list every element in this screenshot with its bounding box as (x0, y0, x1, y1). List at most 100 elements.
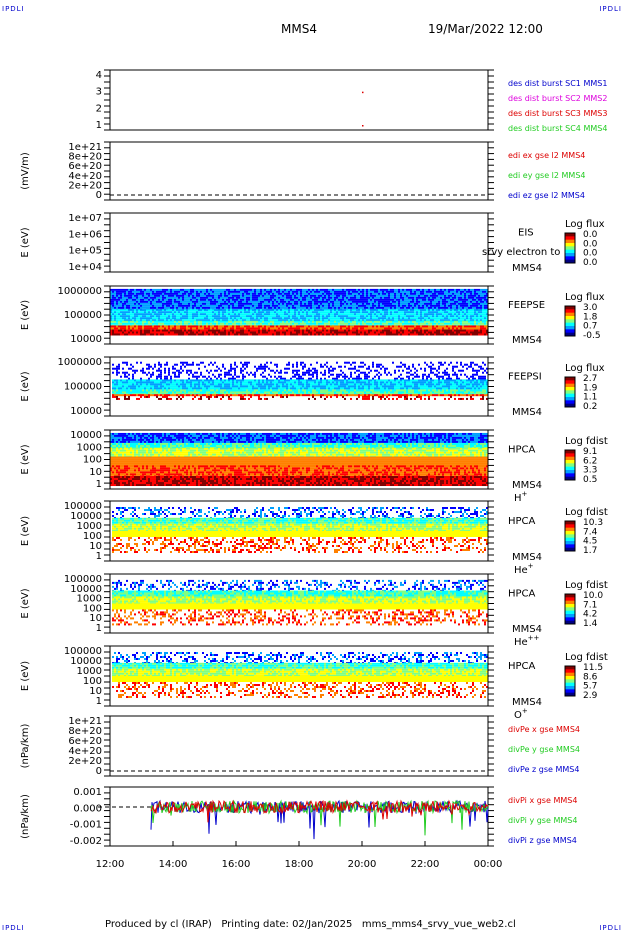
spectrogram-pixel (156, 327, 158, 329)
spectrogram-pixel (160, 293, 162, 295)
spectrogram-pixel (148, 303, 150, 305)
spectrogram-pixel (156, 311, 158, 313)
spectrogram-pixel (138, 309, 140, 311)
spectrogram-pixel (144, 289, 146, 291)
spectrogram-pixel (140, 303, 142, 305)
spectrogram-pixel (160, 297, 162, 299)
spectrogram-pixel (154, 305, 156, 307)
spectrogram-pixel (172, 334, 174, 336)
spectrogram-pixel (122, 321, 124, 323)
panel-frame (110, 213, 488, 272)
spectrogram-pixel (154, 315, 156, 317)
spectrogram-pixel (158, 313, 160, 315)
spectrogram-pixel (118, 334, 120, 336)
y-axis-label: (mV/m) (20, 152, 31, 190)
spectrogram-pixel (184, 293, 186, 295)
spectrogram-pixel (156, 299, 158, 301)
spectrogram-pixel (172, 330, 174, 332)
spectrogram-pixel (174, 334, 176, 336)
spectrogram-pixel (136, 301, 138, 303)
spectrogram-pixel (182, 315, 184, 317)
spectrogram-pixel (124, 315, 126, 317)
spectrogram-pixel (142, 307, 144, 309)
spectrogram-pixel (114, 295, 116, 297)
spectrogram-pixel (112, 299, 114, 301)
spectrogram-pixel (154, 299, 156, 301)
spectrogram-pixel (166, 305, 168, 307)
spectrogram-pixel (180, 299, 182, 301)
spectrogram-pixel (124, 289, 126, 291)
spectrogram-pixel (128, 321, 130, 323)
spectrogram-pixel (166, 289, 168, 291)
spectrogram-pixel (122, 295, 124, 297)
spectrogram-pixel (120, 317, 122, 319)
spectrogram-pixel (154, 309, 156, 311)
spectrogram-pixel (148, 327, 150, 329)
spectrogram-pixel (154, 330, 156, 332)
spectrogram-pixel (174, 299, 176, 301)
spectrogram-pixel (116, 297, 118, 299)
spectrogram-pixel (166, 330, 168, 332)
spectrogram-pixel (164, 325, 166, 327)
spectrogram-pixel (146, 307, 148, 309)
spectrogram-pixel (172, 293, 174, 295)
spectrogram-pixel (130, 291, 132, 293)
spectrogram-pixel (162, 313, 164, 315)
spectrogram-pixel (182, 295, 184, 297)
spectrogram-pixel (146, 291, 148, 293)
spectrogram-pixel (142, 311, 144, 313)
spectrogram-pixel (114, 309, 116, 311)
spectrogram-pixel (176, 330, 178, 332)
spectrogram-pixel (180, 309, 182, 311)
spectrogram-pixel (132, 327, 134, 329)
data-point (362, 92, 364, 94)
spectrogram-pixel (156, 297, 158, 299)
spectrogram-pixel (158, 325, 160, 327)
spectrogram-pixel (136, 323, 138, 325)
spectrogram-pixel (132, 323, 134, 325)
legend-entry: des dist burst SC3 MMS3 (508, 109, 607, 118)
spectrogram-pixel (168, 317, 170, 319)
spectrogram-pixel (134, 311, 136, 313)
spectrogram-pixel (132, 311, 134, 313)
spectrogram-pixel (112, 301, 114, 303)
spectrogram-pixel (164, 311, 166, 313)
spectrogram-pixel (146, 297, 148, 299)
spectrogram-pixel (172, 291, 174, 293)
spectrogram-pixel (128, 323, 130, 325)
spectrogram-pixel (140, 295, 142, 297)
spectrogram-pixel (156, 307, 158, 309)
colorbar-segment (565, 233, 575, 237)
spectrogram-pixel (170, 291, 172, 293)
spectrogram-pixel (152, 309, 154, 311)
spectrogram-pixel (162, 307, 164, 309)
spectrogram-pixel (136, 327, 138, 329)
spectrogram-pixel (176, 313, 178, 315)
spectrogram-pixel (182, 317, 184, 319)
spectrogram-pixel (166, 315, 168, 317)
spectrogram-pixel (114, 332, 116, 334)
spectrogram-pixel (114, 334, 116, 336)
spectrogram-pixel (124, 309, 126, 311)
spectrogram-pixel (166, 332, 168, 334)
spectrogram-pixel (180, 317, 182, 319)
spectrogram-pixel (162, 325, 164, 327)
spectrogram-pixel (136, 299, 138, 301)
spectrogram-pixel (148, 325, 150, 327)
spectrogram-pixel (140, 325, 142, 327)
spectrogram-pixel (158, 315, 160, 317)
spectrogram-pixel (170, 293, 172, 295)
spectrogram-pixel (154, 311, 156, 313)
spectrogram-pixel (142, 323, 144, 325)
spectrogram-pixel (162, 327, 164, 329)
spectrogram-pixel (160, 291, 162, 293)
spectrogram-pixel (132, 334, 134, 336)
spectrogram-pixel (138, 313, 140, 315)
spectrogram-pixel (118, 291, 120, 293)
spectrogram-pixel (144, 323, 146, 325)
spectrogram-pixel (182, 330, 184, 332)
spectrogram-pixel (164, 323, 166, 325)
spectrogram-pixel (164, 321, 166, 323)
spectrogram-pixel (146, 309, 148, 311)
spectrogram-pixel (158, 289, 160, 291)
